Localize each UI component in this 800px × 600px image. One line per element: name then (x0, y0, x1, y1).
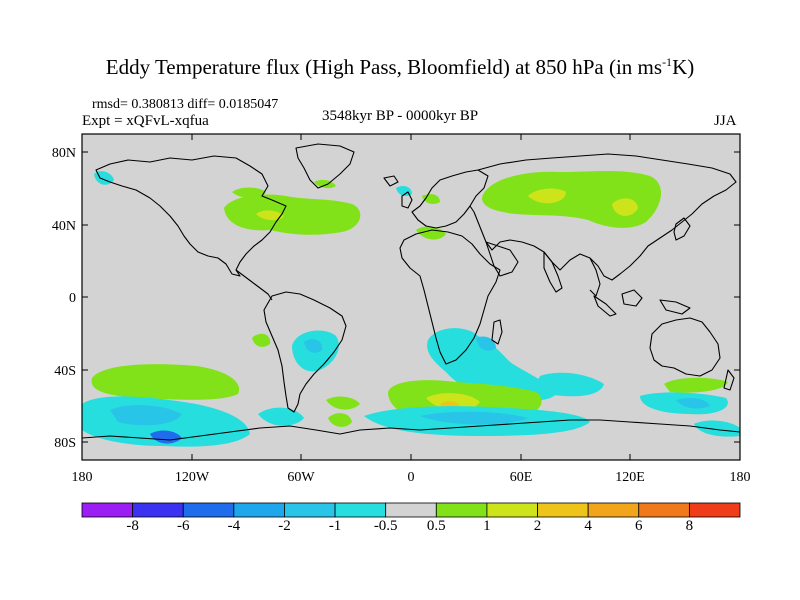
x-tick-label: 60E (510, 470, 533, 485)
coastlines (82, 143, 740, 441)
colorbar-label: -0.5 (373, 518, 398, 534)
anomaly-s-america-core (304, 339, 323, 353)
x-tick-label: 180 (730, 470, 751, 485)
colorbar-swatch (688, 502, 741, 518)
y-axis (82, 151, 740, 443)
anomaly-s-indian-east-core (676, 398, 710, 409)
colorbar-swatch (537, 502, 589, 518)
colorbar-swatch (587, 502, 640, 518)
coastline-iceland (383, 175, 399, 187)
plot-title: Eddy Temperature flux (High Pass, Bloomf… (105, 55, 695, 79)
coastline-arabia (485, 241, 519, 277)
y-tick-label: 40S (54, 364, 76, 379)
experiment-label: Expt = xQFvL-xqfua (82, 113, 209, 129)
season-label: JJA (714, 113, 737, 129)
colorbar-swatch (334, 502, 387, 518)
coastline-greenland (295, 143, 355, 189)
coastline-north-america (95, 155, 287, 277)
anomaly-antarctic-coast-core (420, 411, 528, 425)
colorbar-label: 4 (584, 518, 592, 534)
y-tick-labels: 80N 40N 0 40S 80S (52, 146, 76, 451)
colorbar-label: -4 (227, 518, 241, 534)
coastline-se-asia (589, 257, 601, 297)
anomaly-labrador (232, 187, 266, 198)
y-tick-label: 0 (69, 291, 76, 306)
coastline-new-guinea (659, 299, 691, 315)
anomaly-australia-south (664, 377, 728, 393)
x-tick-label: 120E (615, 470, 645, 485)
colorbar-label: 2 (533, 518, 542, 534)
anomaly-arctic-blue (396, 186, 412, 196)
x-tick-label: 0 (408, 470, 415, 485)
anomaly-s-africa-core (476, 336, 496, 351)
anomaly-peru (252, 333, 271, 347)
y-tick-label: 40N (52, 219, 76, 234)
coastline-sumatra (593, 295, 617, 317)
anomaly-sw-atlantic (326, 396, 360, 410)
coastline-borneo (621, 289, 643, 307)
anomaly-n-atlantic-core (256, 210, 284, 221)
coastline-central-america (235, 269, 273, 301)
anomaly-s-pacific-deep (150, 430, 182, 444)
period-label: 3548kyr BP - 0000kyr BP (322, 108, 479, 124)
anomaly-siberia (482, 171, 662, 228)
x-tick-label: 180 (72, 470, 93, 485)
anomaly-n-atlantic (224, 194, 361, 235)
anomaly-s-pacific-core (110, 405, 182, 426)
stats-label: rmsd= 0.380813 diff= 0.0185047 (92, 97, 279, 112)
colorbar-swatch (284, 502, 336, 518)
coastline-australia (649, 317, 721, 377)
x-tick-label: 120W (175, 470, 210, 485)
colorbar-swatch (233, 502, 285, 518)
colorbar-swatch (638, 502, 690, 518)
coastline-antarctica (82, 419, 740, 441)
coastline-new-zealand (723, 369, 735, 391)
y-tick-label: 80N (52, 146, 76, 161)
x-tick-labels: 180 120W 60W 0 60E 120E 180 (72, 470, 751, 485)
colorbar-swatch (81, 502, 134, 518)
colorbar-label: -2 (278, 518, 291, 534)
colorbar-swatch (182, 502, 235, 518)
x-tick-label: 60W (287, 470, 315, 485)
anomaly-ross (694, 420, 740, 437)
anomaly-siberia-core2 (612, 198, 638, 216)
anomaly-siberia-core1 (528, 188, 566, 204)
coastline-asia (469, 153, 737, 281)
colorbar-swatch (486, 502, 538, 518)
coastline-madagascar (491, 319, 503, 345)
colorbar-label: 8 (685, 518, 694, 534)
anomaly-se-pacific (91, 364, 240, 400)
colorbar-swatch (385, 502, 437, 518)
colorbar-label: -6 (176, 518, 190, 534)
anomaly-mediterranean (416, 226, 446, 240)
coastline-south-america (263, 291, 347, 413)
colorbar-label: -1 (328, 518, 342, 534)
coastline-india (543, 251, 563, 293)
coastline-japan (673, 217, 691, 241)
colorbar (81, 502, 741, 518)
coastline-africa (399, 229, 501, 365)
colorbar-swatch (132, 502, 184, 518)
anomaly-drake (328, 413, 352, 427)
colorbar-swatch (435, 502, 488, 518)
colorbar-label: 1 (483, 518, 491, 534)
x-axis (81, 134, 741, 460)
colorbar-label: 6 (635, 518, 643, 534)
coastline-uk (401, 191, 413, 209)
coastline-europe (411, 169, 489, 229)
colorbar-label: 0.5 (426, 518, 446, 534)
anomaly-s-indian (538, 372, 604, 397)
anomaly-s-pacific-east (258, 407, 304, 426)
y-tick-label: 80S (54, 436, 76, 451)
colorbar-label: -8 (126, 518, 139, 534)
